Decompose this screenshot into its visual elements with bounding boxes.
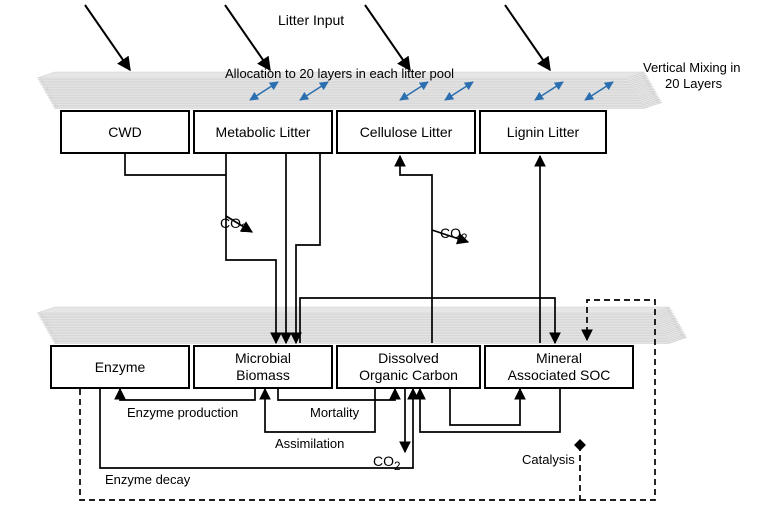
arrows-overlay (0, 0, 776, 522)
